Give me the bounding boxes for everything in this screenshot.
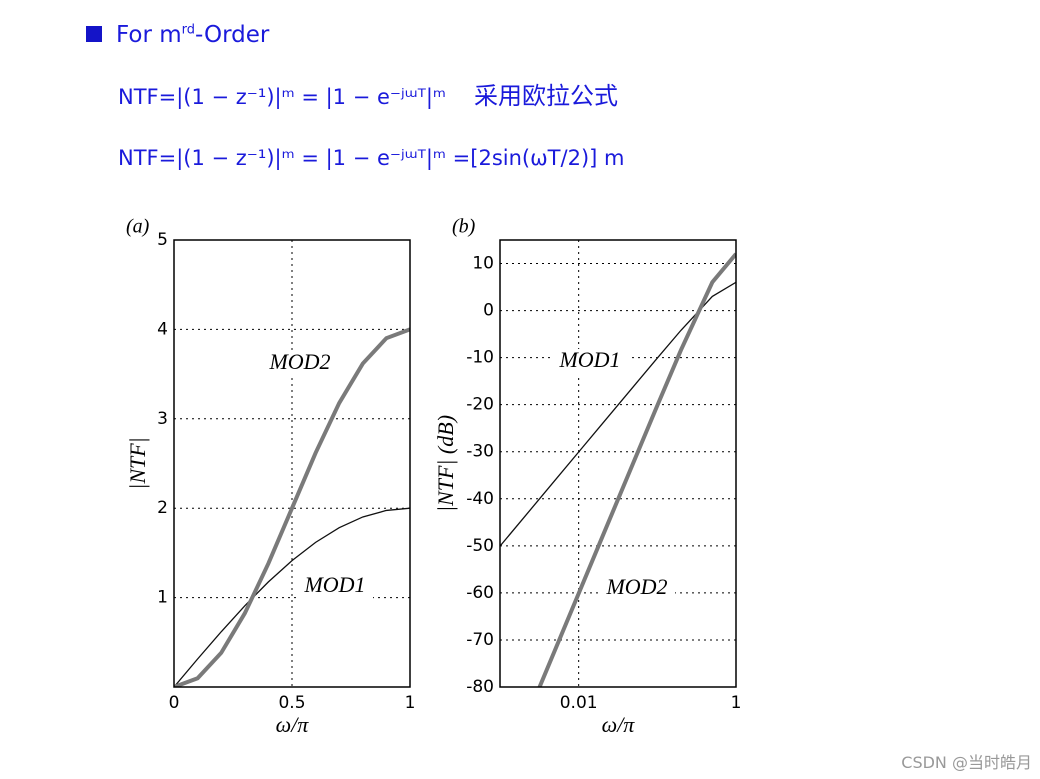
y-tick-label: 5 [157,230,168,250]
x-tick-label: 0.5 [278,693,305,713]
y-tick-label: 10 [472,254,494,274]
annotation-bg [599,576,675,602]
annotation: MOD1 [558,347,620,372]
y-tick-label: 0 [483,301,494,321]
y-tick-label: -20 [466,395,494,415]
y-tick-label: 2 [157,498,168,518]
formula: NTF=|(1 − z⁻¹)|ᵐ = |1 − e⁻ʲᵚᵀ|ᵐ 采用欧拉公式 [118,76,618,111]
annotation: MOD2 [605,574,667,599]
line-series [174,327,410,687]
line-series [500,281,736,547]
formula: NTF=|(1 − z⁻¹)|ᵐ = |1 − e⁻ʲᵚᵀ|ᵐ =[2sin(ω… [118,146,625,170]
y-tick-label: -30 [466,442,494,462]
y-tick-label: -40 [466,489,494,509]
line-series [174,507,410,687]
bullet-line: For mrd-Order [86,22,269,48]
y-tick-label: -70 [466,630,494,650]
x-tick-label: 1 [731,693,742,713]
annotation-bg [297,574,373,600]
y-tick-label: 1 [157,588,168,608]
panel-label: (b) [452,216,476,238]
y-tick-label: 3 [157,409,168,429]
plot-frame [173,239,411,688]
watermark: CSDN @当时皓月 [901,753,1032,772]
x-tick-label: 1 [405,693,416,713]
y-axis-label: |NTF| [125,437,150,489]
superscript: rd [181,22,196,38]
x-tick-label: 0.01 [560,693,598,713]
bullet-suffix: -Order [195,22,270,48]
y-tick-label: -80 [466,677,494,697]
note: 采用欧拉公式 [474,82,618,110]
annotation-bg [552,349,628,375]
y-tick-label: 4 [157,319,168,339]
x-axis-label: ω/π [602,712,636,737]
annotation: MOD1 [303,572,365,597]
y-tick-label: -60 [466,583,494,603]
annotation-bg [262,351,338,377]
y-tick-label: -10 [466,348,494,368]
x-axis-label: ω/π [276,712,310,737]
annotation: MOD2 [268,349,330,374]
x-tick-label: 0 [169,693,180,713]
panel-label: (a) [126,216,150,238]
y-axis-label: |NTF| (dB) [433,415,458,512]
y-tick-label: -50 [466,536,494,556]
formula-text: NTF=|(1 − z⁻¹)|ᵐ = |1 − e⁻ʲᵚᵀ|ᵐ [118,85,446,109]
line-series [537,252,736,687]
plot-frame [499,239,737,688]
bullet-text: For m [116,22,182,48]
bullet [86,26,102,42]
